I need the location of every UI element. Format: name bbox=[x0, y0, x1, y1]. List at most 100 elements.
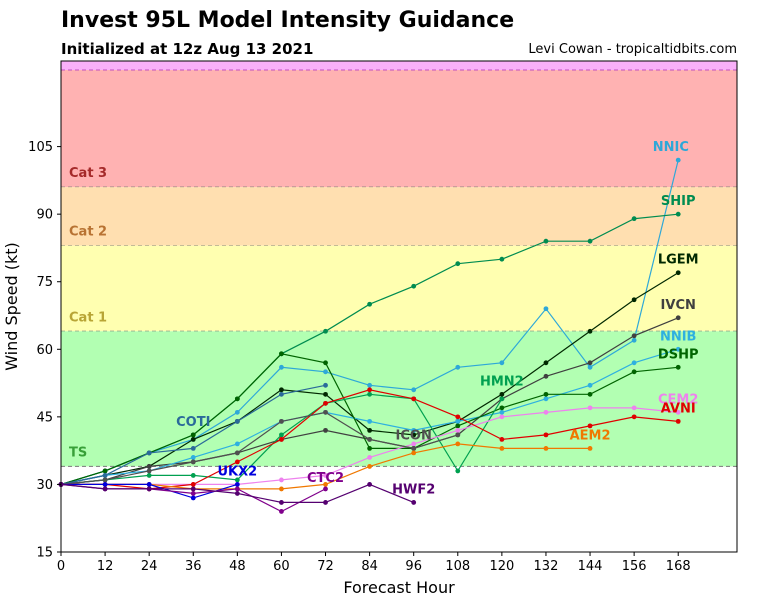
band-label: Cat 2 bbox=[69, 225, 107, 240]
data-point-ship bbox=[675, 211, 681, 217]
series-label-coti: COTI bbox=[176, 415, 210, 430]
series-label-dshp: DSHP bbox=[658, 347, 699, 362]
data-point-cem2 bbox=[455, 427, 461, 433]
data-point-nnib bbox=[190, 455, 196, 460]
data-point-cem2 bbox=[587, 405, 593, 411]
data-point-dshp bbox=[234, 396, 240, 402]
data-point-dshp bbox=[587, 391, 593, 397]
data-point-nnib bbox=[411, 427, 417, 433]
data-point-icon bbox=[146, 468, 152, 474]
data-point-nnic bbox=[455, 364, 461, 370]
data-point-ship bbox=[323, 328, 328, 334]
data-point-aem2 bbox=[455, 441, 461, 447]
data-point-nnib bbox=[631, 360, 637, 366]
data-point-nnib bbox=[455, 418, 461, 424]
data-point-icon bbox=[323, 409, 328, 415]
data-point-nnic bbox=[411, 387, 417, 393]
y-tick-label: 45 bbox=[36, 410, 53, 425]
data-point-nnic bbox=[367, 382, 373, 388]
data-point-coti bbox=[102, 473, 108, 478]
data-point-avni bbox=[499, 436, 505, 442]
data-point-ctc2 bbox=[323, 486, 328, 492]
band-top bbox=[61, 61, 737, 71]
x-tick-label: 72 bbox=[317, 559, 334, 574]
plot-frame bbox=[60, 60, 738, 553]
data-point-avni bbox=[587, 423, 593, 429]
data-point-nnic bbox=[499, 360, 505, 366]
data-point-icon bbox=[411, 445, 417, 451]
x-tick-label: 48 bbox=[229, 559, 246, 574]
data-point-ukx2 bbox=[190, 495, 196, 501]
data-point-cem2 bbox=[675, 409, 681, 415]
data-point-nnib bbox=[367, 418, 373, 424]
data-point-icon bbox=[279, 418, 284, 424]
data-point-hwf2 bbox=[367, 482, 373, 487]
band-cat-3 bbox=[61, 70, 737, 188]
data-point-avni bbox=[190, 482, 196, 487]
data-point-avni bbox=[411, 396, 417, 402]
data-point-nnib bbox=[499, 409, 505, 415]
data-point-avni bbox=[323, 400, 328, 406]
data-point-icon bbox=[455, 432, 461, 438]
data-point-lgem bbox=[367, 427, 373, 433]
series-label-ship: SHIP bbox=[661, 194, 696, 209]
data-point-nnic bbox=[279, 364, 284, 370]
data-point-aem2 bbox=[367, 464, 373, 469]
data-point-dshp bbox=[102, 468, 108, 474]
data-point-aem2 bbox=[323, 482, 328, 487]
band-label: TS bbox=[69, 445, 87, 460]
data-point-nnic bbox=[675, 157, 681, 163]
data-point-hmn2 bbox=[190, 473, 196, 478]
data-point-ukx2 bbox=[102, 482, 108, 487]
series-label-hmn2: HMN2 bbox=[480, 374, 524, 389]
data-point-ctc2 bbox=[234, 486, 240, 492]
data-point-ship bbox=[499, 256, 505, 262]
x-tick-label: 120 bbox=[489, 559, 514, 574]
data-point-cem2 bbox=[411, 441, 417, 447]
data-point-ship bbox=[367, 301, 373, 307]
data-point-hwf2 bbox=[411, 500, 417, 505]
band-cat-2 bbox=[61, 187, 737, 246]
data-point-cem2 bbox=[499, 414, 505, 420]
data-point-ukx2 bbox=[146, 482, 152, 487]
data-point-lgem bbox=[323, 391, 328, 397]
data-point-aem2 bbox=[543, 445, 549, 451]
data-point-ctc2 bbox=[190, 491, 196, 496]
x-tick-label: 144 bbox=[578, 559, 603, 574]
series-label-avni: AVNI bbox=[661, 401, 696, 416]
data-point-hmn2 bbox=[234, 477, 240, 483]
x-tick-label: 24 bbox=[141, 559, 158, 574]
band-label: Cat 3 bbox=[69, 166, 107, 181]
data-point-lgem bbox=[587, 328, 593, 334]
data-point-nnib bbox=[234, 441, 240, 447]
data-point-lgem bbox=[499, 391, 505, 397]
data-point-icon bbox=[234, 450, 240, 456]
data-point-ctc2 bbox=[279, 509, 284, 514]
data-point-cem2 bbox=[543, 409, 549, 415]
data-point-nnic bbox=[631, 337, 637, 343]
data-point-hwf2 bbox=[190, 486, 196, 492]
data-point-hmn2 bbox=[367, 391, 373, 397]
chart-title: Invest 95L Model Intensity Guidance bbox=[61, 8, 515, 33]
series-label-ukx2: UKX2 bbox=[217, 464, 257, 479]
data-point-nnib bbox=[587, 382, 593, 388]
data-point-hmn2 bbox=[455, 468, 461, 474]
data-point-avni bbox=[367, 387, 373, 393]
chart-axes: 0 12 24 36 48 60 72 84 96 108 120 132 144 156 168 15 30 4… bbox=[2, 60, 738, 597]
x-tick-label: 36 bbox=[185, 559, 202, 574]
data-point-nnib bbox=[675, 346, 681, 352]
y-tick-label: 105 bbox=[28, 140, 53, 155]
data-point-cem2 bbox=[323, 473, 328, 478]
chart-subtitle: Initialized at 12z Aug 13 2021 bbox=[61, 40, 314, 58]
band-ts bbox=[61, 331, 737, 467]
data-point-avni bbox=[675, 418, 681, 424]
series-label-hwf2: HWF2 bbox=[392, 482, 435, 497]
band-label: Cat 1 bbox=[69, 310, 107, 325]
x-tick-label: 84 bbox=[361, 559, 378, 574]
series-line-icon bbox=[60, 411, 458, 485]
data-point-ivcn bbox=[631, 333, 637, 339]
category-bands: Cat 3 Cat 2 Cat 1 TS bbox=[61, 61, 737, 467]
data-point-aem2 bbox=[411, 450, 417, 456]
